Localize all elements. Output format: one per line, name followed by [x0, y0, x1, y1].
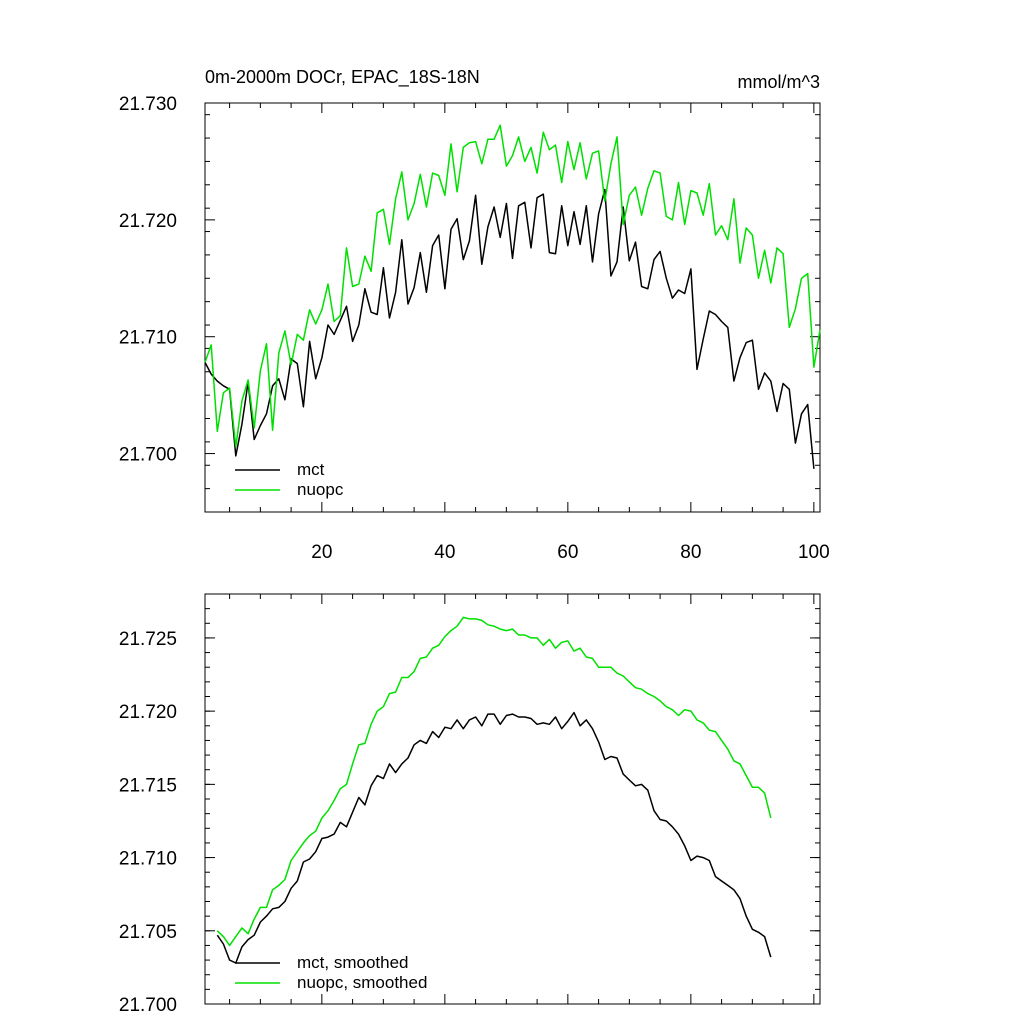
series-line-mct — [204, 188, 815, 469]
top-plot-frame — [204, 102, 821, 513]
legend-nuopc-smoothed-label: nuopc, smoothed — [297, 973, 427, 992]
series-line-nuopc-smoothed — [216, 616, 772, 947]
y-tick-label: 21.730 — [119, 94, 177, 115]
y-tick-label: 21.715 — [119, 775, 177, 796]
series-line-nuopc — [204, 124, 821, 448]
bottom-series-group — [216, 616, 772, 964]
x-tick-label: 60 — [557, 542, 578, 563]
legend-nuopc-label: nuopc — [297, 480, 344, 499]
y-tick-label: 21.710 — [119, 849, 177, 870]
top-panel: 0m-2000m DOCr, EPAC_18S-18N mmol/m^3 20 4… — [119, 67, 830, 563]
y-tick-label: 21.725 — [119, 629, 177, 650]
x-tick-label: 100 — [798, 542, 830, 563]
bottom-plot-frame — [204, 593, 821, 1005]
x-tick-label: 20 — [311, 542, 332, 563]
y-tick-label: 21.700 — [119, 995, 177, 1016]
legend-mct-smoothed-label: mct, smoothed — [297, 953, 409, 972]
bottom-legend: mct, smoothed nuopc, smoothed — [235, 953, 427, 992]
y-tick-label: 21.720 — [119, 702, 177, 723]
y-tick-label: 21.700 — [119, 445, 177, 466]
top-legend: mct nuopc — [235, 460, 344, 499]
y-tick-label: 21.710 — [119, 328, 177, 349]
y-tick-label: 21.720 — [119, 211, 177, 232]
top-series-group — [204, 124, 821, 469]
bottom-axis-ticks: 21.700 21.705 21.710 21.715 21.720 21.725 — [119, 593, 820, 1016]
legend-mct-label: mct — [297, 460, 325, 479]
top-chart-title: 0m-2000m DOCr, EPAC_18S-18N — [205, 67, 480, 88]
x-tick-label: 80 — [680, 542, 701, 563]
top-chart-units: mmol/m^3 — [738, 72, 820, 92]
y-tick-label: 21.705 — [119, 922, 177, 943]
bottom-panel: 21.700 21.705 21.710 21.715 21.720 21.725 mct… — [119, 593, 821, 1016]
x-tick-label: 40 — [434, 542, 455, 563]
series-line-mct-smoothed — [216, 711, 772, 964]
top-axis-ticks: 20 40 60 80 100 21.700 21.710 21.720 21.730 — [119, 94, 830, 563]
